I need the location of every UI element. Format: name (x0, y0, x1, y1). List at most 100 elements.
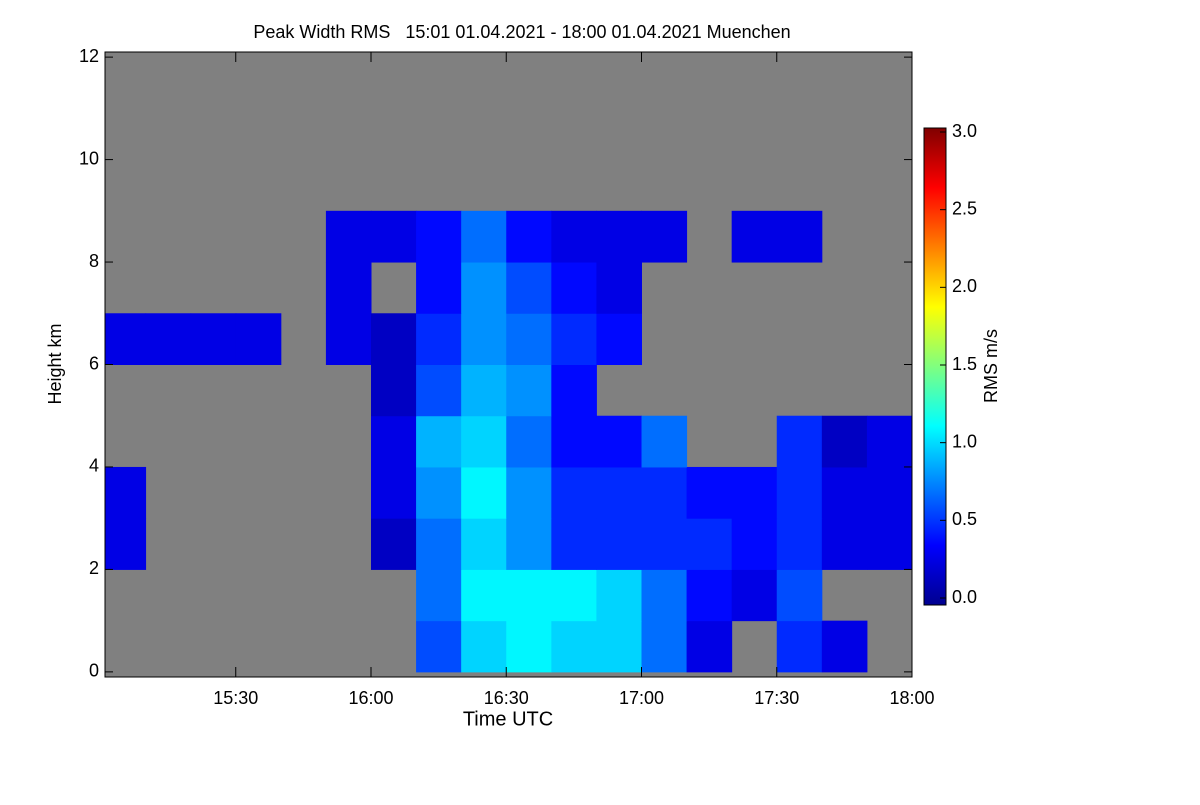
heatmap-cell (506, 262, 552, 314)
heatmap-cell (776, 210, 823, 263)
heatmap-cell (506, 620, 552, 673)
heatmap-cell (821, 466, 868, 519)
y-tick-label: 8 (89, 251, 99, 271)
heatmap-cell (641, 210, 688, 263)
y-axis-label: Height km (45, 323, 65, 404)
heatmap-cell (596, 262, 642, 314)
heatmap-cell (105, 518, 147, 570)
heatmap-cell (235, 313, 282, 365)
heatmap-cell (731, 518, 778, 570)
heatmap-cell (551, 569, 597, 622)
heatmap-cell (596, 620, 642, 673)
heatmap-cell (866, 518, 912, 570)
heatmap-cell (506, 210, 552, 263)
heatmap-cell (686, 620, 733, 673)
heatmap-cell (370, 518, 417, 570)
heatmap-cell (551, 415, 597, 468)
heatmap-cell (416, 210, 462, 263)
heatmap-cell (416, 313, 462, 365)
heatmap-cell (776, 518, 823, 570)
heatmap (105, 210, 912, 673)
heatmap-cell (461, 415, 507, 468)
heatmap-cell (416, 364, 462, 417)
heatmap-cell (370, 466, 417, 519)
heatmap-cell (596, 466, 642, 519)
x-tick-label: 15:30 (213, 688, 258, 708)
colorbar-tick-label: 3.0 (952, 121, 977, 141)
heatmap-cell (776, 569, 823, 622)
colorbar-tick-label: 0.5 (952, 509, 977, 529)
colorbar-tick-label: 0.0 (952, 587, 977, 607)
x-tick-label: 18:00 (889, 688, 934, 708)
heatmap-cell (506, 466, 552, 519)
colorbar-tick-label: 2.0 (952, 276, 977, 296)
heatmap-cell (866, 466, 912, 519)
heatmap-cell (506, 313, 552, 365)
heatmap-cell (821, 620, 868, 673)
heatmap-cell (821, 518, 868, 570)
heatmap-cell (551, 313, 597, 365)
heatmap-cell (641, 466, 688, 519)
heatmap-cell (596, 210, 642, 263)
heatmap-cell (776, 415, 823, 468)
heatmap-cell (461, 569, 507, 622)
x-tick-label: 17:30 (754, 688, 799, 708)
y-tick-label: 6 (89, 353, 99, 373)
heatmap-cell (370, 364, 417, 417)
heatmap-cell (641, 569, 688, 622)
x-tick-label: 17:00 (619, 688, 664, 708)
heatmap-cell (866, 415, 912, 468)
heatmap-cell (105, 313, 147, 365)
heatmap-cell (461, 262, 507, 314)
heatmap-cell (776, 620, 823, 673)
heatmap-cell (325, 313, 372, 365)
heatmap-cell (325, 262, 372, 314)
chart-title: Peak Width RMS 15:01 01.04.2021 - 18:00 … (253, 22, 790, 42)
x-axis-label: Time UTC (463, 708, 553, 730)
heatmap-cell (686, 466, 733, 519)
heatmap-cell (461, 620, 507, 673)
heatmap-cell (641, 415, 688, 468)
colorbar (923, 127, 947, 606)
heatmap-cell (370, 313, 417, 365)
heatmap-cell (461, 518, 507, 570)
heatmap-cell (686, 569, 733, 622)
heatmap-cell (416, 466, 462, 519)
heatmap-cell (416, 569, 462, 622)
heatmap-cell (551, 466, 597, 519)
x-tick-label: 16:30 (484, 688, 529, 708)
heatmap-cell (461, 364, 507, 417)
y-tick-label: 2 (89, 558, 99, 578)
heatmap-cell (641, 620, 688, 673)
colorbar-tick-label: 1.5 (952, 354, 977, 374)
heatmap-cell (325, 210, 372, 263)
heatmap-cell (551, 620, 597, 673)
y-tick-label: 12 (79, 46, 99, 66)
heatmap-cell (596, 313, 642, 365)
heatmap-cell (596, 518, 642, 570)
heatmap-cell (731, 466, 778, 519)
heatmap-cell (416, 518, 462, 570)
heatmap-cell (551, 262, 597, 314)
heatmap-cell (596, 569, 642, 622)
heatmap-cell (731, 569, 778, 622)
heatmap-cell (416, 262, 462, 314)
y-tick-label: 10 (79, 148, 99, 168)
heatmap-cell (416, 620, 462, 673)
heatmap-cell (686, 518, 733, 570)
heatmap-cell (370, 415, 417, 468)
colorbar-label: RMS m/s (981, 329, 1001, 403)
heatmap-cell (506, 364, 552, 417)
x-tick-label: 16:00 (348, 688, 393, 708)
heatmap-cell (190, 313, 237, 365)
heatmap-cell (551, 210, 597, 263)
colorbar-tick-label: 1.0 (952, 431, 977, 451)
heatmap-cell (506, 415, 552, 468)
colorbar-tick-label: 2.5 (952, 198, 977, 218)
heatmap-cell (416, 415, 462, 468)
heatmap-cell (641, 518, 688, 570)
heatmap-cell (551, 364, 597, 417)
heatmap-cell (596, 415, 642, 468)
heatmap-cell (776, 466, 823, 519)
